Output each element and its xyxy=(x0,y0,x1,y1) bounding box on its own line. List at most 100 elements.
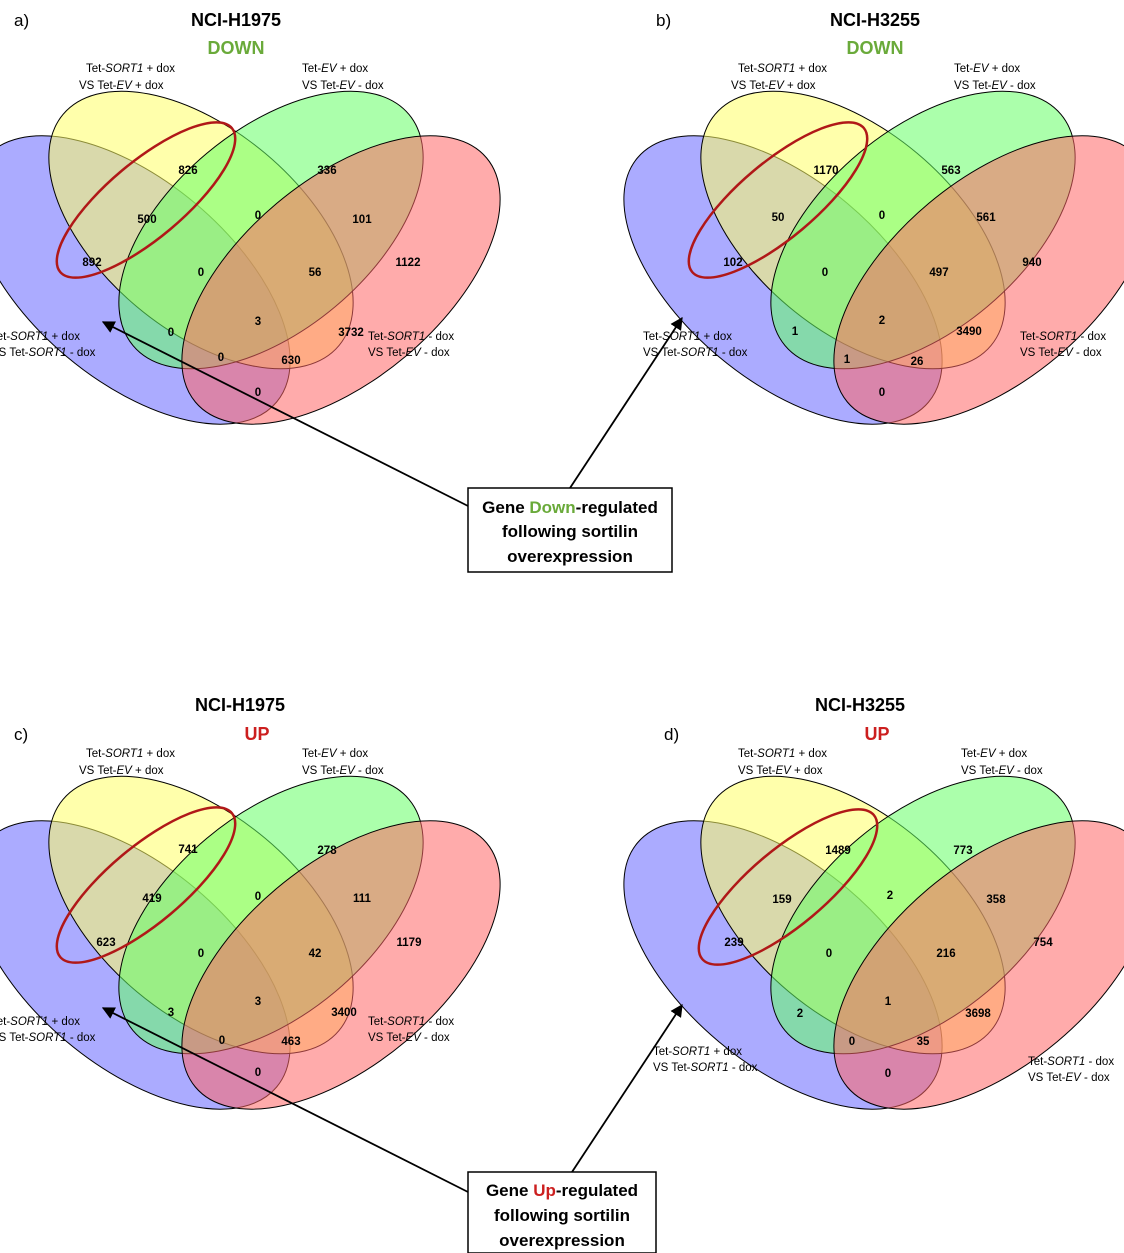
note-line1: Gene Up-regulated xyxy=(486,1181,638,1200)
count-b: 1489 xyxy=(825,845,851,857)
count-bcd: 42 xyxy=(309,948,322,960)
count-acd: 0 xyxy=(218,352,224,364)
panel-b: b) NCI-H3255 DOWN 102 1170 563 940 50 0 … xyxy=(572,10,1124,480)
panel-c: NCI-H1975 c) UP 623 741 278 1179 419 0 1… xyxy=(0,695,552,1165)
count-d: 1122 xyxy=(396,257,421,269)
panel-direction: DOWN xyxy=(208,38,265,58)
count-bcd: 216 xyxy=(936,948,955,960)
count-abc: 0 xyxy=(822,267,828,279)
count-d: 940 xyxy=(1022,257,1041,269)
count-a: 239 xyxy=(724,937,743,949)
panel-cell-line: NCI-H3255 xyxy=(815,695,905,715)
panel-cell-line: NCI-H1975 xyxy=(195,695,285,715)
count-abc: 0 xyxy=(826,948,832,960)
arrow-to-panel-a xyxy=(101,321,471,508)
count-acd: 0 xyxy=(849,1036,855,1048)
highlight-circle xyxy=(55,121,237,279)
count-cd: 561 xyxy=(976,212,996,224)
arrow-to-panel-d xyxy=(571,1003,683,1173)
count-abd: 35 xyxy=(917,1036,930,1048)
count-ad: 0 xyxy=(879,387,885,399)
note-line3: overexpression xyxy=(507,547,633,566)
count-abd: 463 xyxy=(281,1036,300,1048)
highlight-circle xyxy=(697,808,879,966)
count-bc: 0 xyxy=(879,210,885,222)
arrows-up xyxy=(101,1003,683,1193)
count-ad: 0 xyxy=(885,1068,891,1080)
count-acd: 1 xyxy=(844,354,851,366)
count-a: 892 xyxy=(82,257,101,269)
count-bcd: 497 xyxy=(929,267,948,279)
count-c: 336 xyxy=(317,165,336,177)
count-abc: 0 xyxy=(198,948,204,960)
count-bc: 0 xyxy=(255,891,261,903)
venn-counts: 102 1170 563 940 50 0 561 1 3490 0 497 2… xyxy=(723,165,1041,399)
count-a: 623 xyxy=(96,937,115,949)
count-abc: 0 xyxy=(198,267,204,279)
count-d: 754 xyxy=(1033,937,1053,949)
panel-letter: b) xyxy=(656,11,671,30)
highlight-circle xyxy=(55,806,237,964)
venn-counts: 239 1489 773 754 159 2 358 2 3698 0 216 … xyxy=(724,845,1053,1080)
count-ad: 0 xyxy=(255,387,261,399)
count-bd: 3400 xyxy=(331,1007,357,1019)
set-label-a: Tet-SORT1 + dox VS Tet-SORT1 - dox xyxy=(653,1046,758,1074)
count-bc: 2 xyxy=(887,890,893,902)
count-b: 1170 xyxy=(814,165,839,177)
arrow-to-panel-c xyxy=(101,1007,469,1193)
count-ac: 2 xyxy=(797,1008,803,1020)
arrows-down xyxy=(101,316,683,508)
panel-cell-line: NCI-H1975 xyxy=(191,10,281,30)
panel-letter: d) xyxy=(664,725,679,744)
count-ab: 50 xyxy=(772,212,785,224)
count-ac: 3 xyxy=(168,1007,174,1019)
count-bc: 0 xyxy=(255,210,261,222)
arrow-to-panel-b xyxy=(569,316,683,489)
count-abcd: 1 xyxy=(885,996,892,1008)
panel-direction: UP xyxy=(244,724,269,744)
count-a: 102 xyxy=(723,257,742,269)
panel-a: a) NCI-H1975 DOWN 892 826 336 1122 500 0… xyxy=(0,10,552,480)
count-acd: 0 xyxy=(219,1035,225,1047)
count-ab: 419 xyxy=(142,893,161,905)
note-box-down: Gene Down-regulated following sortilin o… xyxy=(467,487,673,573)
note-line1: Gene Down-regulated xyxy=(482,498,658,517)
count-c: 278 xyxy=(317,845,337,857)
panel-d: NCI-H3255 d) UP Tet-SORT1 + dox VS Tet-S… xyxy=(572,695,1124,1165)
panel-letter: a) xyxy=(14,11,29,30)
venn-counts: 623 741 278 1179 419 0 111 3 3400 0 42 3… xyxy=(96,844,421,1079)
panel-letter: c) xyxy=(14,725,28,744)
note-box-up: Gene Up-regulated following sortilin ove… xyxy=(467,1171,657,1253)
count-bd: 3732 xyxy=(338,327,364,339)
count-ac: 1 xyxy=(792,326,799,338)
count-c: 773 xyxy=(953,845,972,857)
count-ac: 0 xyxy=(168,327,174,339)
count-abcd: 3 xyxy=(255,316,261,328)
count-ab: 159 xyxy=(772,894,791,906)
count-abd: 26 xyxy=(911,356,924,368)
count-bcd: 56 xyxy=(309,267,322,279)
count-ab: 500 xyxy=(137,214,156,226)
panel-cell-line: NCI-H3255 xyxy=(830,10,920,30)
count-b: 826 xyxy=(178,165,197,177)
set-label-c: Tet-EV + dox VS Tet-EV - dox xyxy=(961,748,1043,777)
set-labels-d: Tet-SORT1 + dox VS Tet-SORT1 - dox Tet-S… xyxy=(653,748,1114,1084)
count-b: 741 xyxy=(178,844,198,856)
count-bd: 3698 xyxy=(965,1008,991,1020)
highlight-circle xyxy=(687,121,869,279)
note-line2: following sortilin xyxy=(494,1206,630,1225)
count-c: 563 xyxy=(941,165,960,177)
panel-direction: DOWN xyxy=(847,38,904,58)
count-d: 1179 xyxy=(397,937,422,949)
count-bd: 3490 xyxy=(956,326,982,338)
set-label-b: Tet-SORT1 + dox VS Tet-EV + dox xyxy=(738,748,830,777)
panel-direction: UP xyxy=(864,724,889,744)
count-abd: 630 xyxy=(281,355,300,367)
count-abcd: 2 xyxy=(879,315,885,327)
count-ad: 0 xyxy=(255,1067,261,1079)
note-line2: following sortilin xyxy=(502,522,638,541)
venn-counts: 892 826 336 1122 500 0 101 0 3732 0 56 3… xyxy=(82,165,420,399)
count-cd: 358 xyxy=(986,894,1006,906)
count-cd: 101 xyxy=(352,214,372,226)
